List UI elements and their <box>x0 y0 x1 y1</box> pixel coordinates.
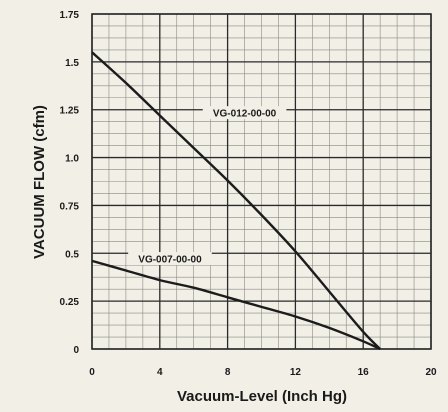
x-tick-label: 4 <box>157 367 163 378</box>
x-axis-title: Vacuum-Level (Inch Hg) <box>177 388 347 405</box>
y-tick-label: 1.25 <box>60 106 80 117</box>
y-tick-label: 0 <box>73 345 79 356</box>
series-label-1: VG-012-00-00 <box>213 109 277 120</box>
y-axis-title: VACUUM FLOW (cfm) <box>31 105 48 259</box>
x-tick-label: 20 <box>425 367 437 378</box>
series-lines <box>91 51 381 351</box>
x-tick-label: 8 <box>225 367 231 378</box>
series-label-bg <box>202 106 287 120</box>
y-tick-label: 1.0 <box>65 154 79 165</box>
x-tick-label: 16 <box>358 367 370 378</box>
y-tick-label: 0.75 <box>60 201 80 212</box>
series-line-1 <box>91 51 381 350</box>
y-tick-label: 1.75 <box>60 10 80 21</box>
y-tick-label: 0.25 <box>60 297 80 308</box>
x-tick-label: 12 <box>290 367 302 378</box>
series-labels: VG-012-00-00 VG-007-00-00 <box>128 106 287 266</box>
x-tick-label: 0 <box>89 367 95 378</box>
plot-frame <box>91 13 432 350</box>
tick-labels: 0 4 8 12 16 20 0 0.25 0.5 0.75 1.0 1.25 1.5 1.75 <box>60 10 437 378</box>
series-line-2 <box>91 259 381 351</box>
series-label-2: VG-007-00-00 <box>138 255 202 266</box>
y-tick-label: 1.5 <box>65 58 79 69</box>
y-tick-label: 0.5 <box>65 249 79 260</box>
series-label-bg <box>128 252 212 266</box>
grid-minor <box>91 13 432 350</box>
